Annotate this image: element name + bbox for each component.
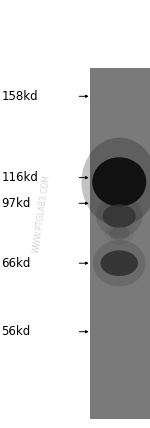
Text: 56kd: 56kd [2,325,31,338]
Ellipse shape [105,222,134,245]
Text: 158kd: 158kd [2,90,38,103]
Text: 97kd: 97kd [2,197,31,210]
Ellipse shape [81,138,150,226]
Ellipse shape [109,227,130,240]
Ellipse shape [100,250,138,276]
Text: 116kd: 116kd [2,171,38,184]
Ellipse shape [92,158,146,207]
Ellipse shape [103,205,136,228]
Bar [90,68,150,419]
Text: WWW.PTGLAB3.COM: WWW.PTGLAB3.COM [32,174,52,254]
Ellipse shape [93,240,146,286]
Ellipse shape [96,195,142,238]
Text: 66kd: 66kd [2,257,31,270]
